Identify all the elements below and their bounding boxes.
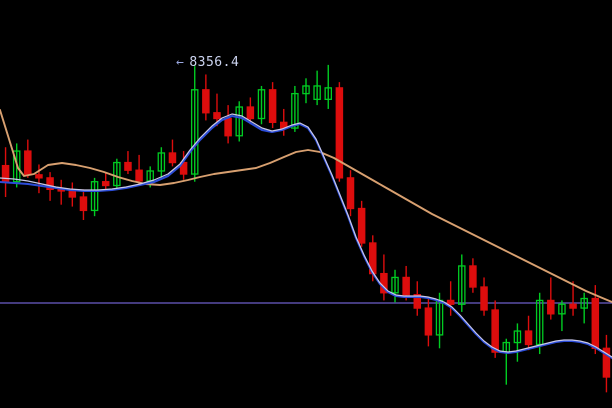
candle-body xyxy=(469,265,477,288)
candlestick[interactable] xyxy=(602,334,611,393)
candle-body xyxy=(446,299,455,305)
moving-average-line xyxy=(0,113,612,358)
candle-body xyxy=(113,161,121,187)
candlestick[interactable] xyxy=(424,298,433,347)
candle-body xyxy=(213,112,221,120)
candlestick[interactable] xyxy=(302,78,310,104)
candlestick[interactable] xyxy=(547,277,555,320)
candlestick[interactable] xyxy=(124,151,132,175)
candle-body xyxy=(46,177,54,191)
candle-body xyxy=(602,347,611,378)
candle-body xyxy=(480,286,488,311)
candlestick[interactable] xyxy=(324,64,333,109)
candle-body xyxy=(391,276,399,294)
candlestick[interactable] xyxy=(157,147,166,178)
candle-body xyxy=(335,87,344,179)
candle-body xyxy=(402,276,410,296)
candle-body xyxy=(157,152,166,172)
candlestick[interactable] xyxy=(202,74,210,121)
candlestick[interactable] xyxy=(346,170,355,217)
candle-body xyxy=(413,294,422,309)
candle-body xyxy=(35,174,43,179)
candlestick[interactable] xyxy=(513,323,522,362)
candle-body xyxy=(24,150,32,176)
candlestick[interactable] xyxy=(235,101,243,142)
candlestick[interactable] xyxy=(79,189,88,220)
candle-body xyxy=(491,309,499,353)
candle-body xyxy=(580,297,588,309)
candlestick[interactable] xyxy=(313,70,321,106)
candlestick[interactable] xyxy=(446,281,455,316)
moving-average-line xyxy=(0,109,612,303)
moving-average-lines xyxy=(0,109,612,360)
candlestick[interactable] xyxy=(469,258,477,293)
candle-body xyxy=(357,207,366,244)
candle-body xyxy=(124,161,132,171)
candlestick[interactable] xyxy=(90,177,99,217)
candlestick[interactable] xyxy=(580,292,588,324)
candlestick[interactable] xyxy=(246,97,255,125)
candlestick[interactable] xyxy=(402,265,410,301)
candle-body xyxy=(90,181,99,212)
candle-body xyxy=(202,89,210,114)
candle-body xyxy=(302,85,310,95)
candle-body xyxy=(513,330,522,344)
candlestick[interactable] xyxy=(101,172,110,190)
candle-body xyxy=(268,89,277,123)
candle-body xyxy=(346,177,355,210)
candle-body xyxy=(257,89,266,120)
candle-body xyxy=(569,303,577,309)
candle-body xyxy=(235,106,243,137)
candlestick[interactable] xyxy=(168,139,177,167)
candle-body xyxy=(524,330,533,346)
candle-body xyxy=(190,89,199,175)
candlestick[interactable] xyxy=(569,281,577,316)
candlestick[interactable] xyxy=(135,154,143,186)
candlestick[interactable] xyxy=(35,164,43,194)
candle-body xyxy=(12,150,21,183)
candle-body xyxy=(168,152,177,164)
candle-body xyxy=(591,297,600,349)
candle-body xyxy=(291,92,299,129)
candlestick[interactable] xyxy=(257,85,266,125)
candle-body xyxy=(324,87,333,101)
candlestick[interactable] xyxy=(335,82,344,182)
candlestick[interactable] xyxy=(480,277,488,316)
candle-body xyxy=(79,196,88,212)
candlestick[interactable] xyxy=(391,269,399,303)
candle-body xyxy=(424,307,433,336)
candle-body xyxy=(246,106,255,120)
candle-body xyxy=(101,181,110,187)
candlestick[interactable] xyxy=(113,158,121,190)
candlestick[interactable] xyxy=(357,200,366,247)
candlestick[interactable] xyxy=(213,93,221,127)
candle-body xyxy=(224,117,232,137)
candle-body xyxy=(135,169,143,182)
candlestick[interactable] xyxy=(558,300,566,332)
candlestick[interactable] xyxy=(268,82,277,129)
candle-body xyxy=(1,164,10,183)
candle-body xyxy=(313,85,321,101)
candlestick[interactable] xyxy=(413,281,422,316)
candle-body xyxy=(547,299,555,315)
candle-body xyxy=(458,265,466,305)
candlestick[interactable] xyxy=(524,315,533,351)
candlestick[interactable] xyxy=(458,254,466,312)
candlestick-series[interactable] xyxy=(1,64,611,393)
candlestick[interactable] xyxy=(190,64,199,182)
candle-body xyxy=(558,303,566,315)
